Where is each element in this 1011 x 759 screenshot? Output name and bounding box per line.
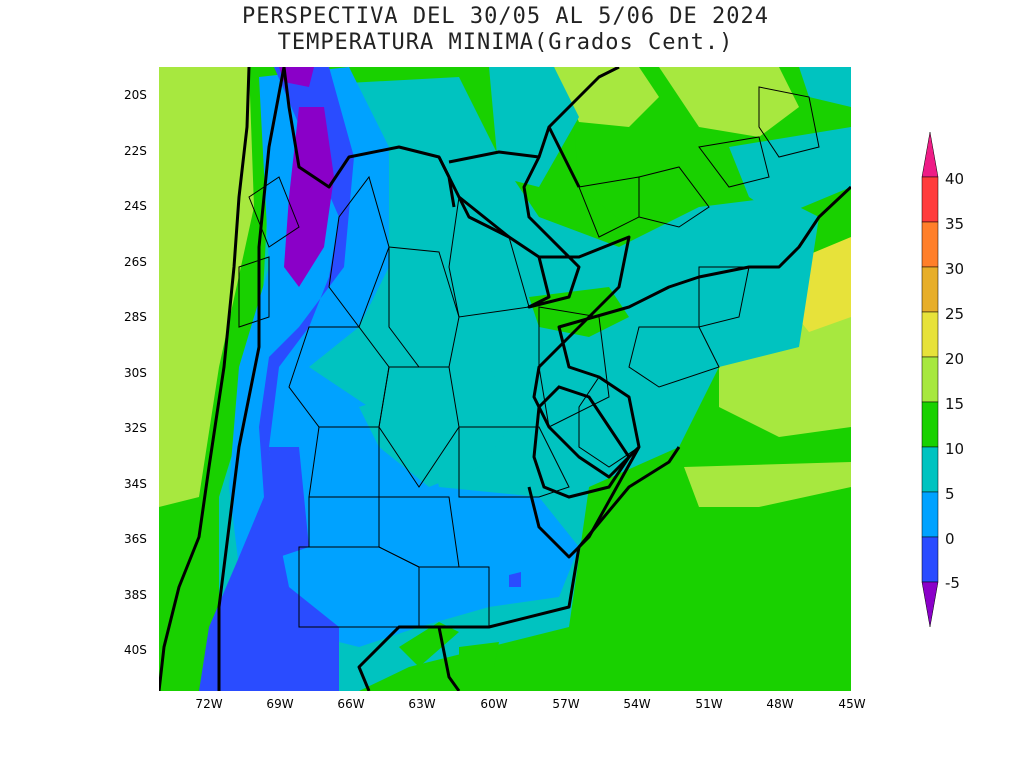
colorbar-label: 15 <box>945 395 965 413</box>
lat-label: 24S <box>124 199 147 213</box>
colorbar-segment <box>921 536 939 583</box>
colorbar-label: 35 <box>945 215 965 233</box>
colorbar-bottom-arrow <box>921 581 939 628</box>
colorbar-label: 40 <box>945 170 965 188</box>
lon-label: 45W <box>838 697 866 711</box>
lat-label: 36S <box>124 532 147 546</box>
chart-title: PERSPECTIVA DEL 30/05 AL 5/06 DE 2024 <box>241 4 770 29</box>
lat-label: 22S <box>124 144 147 158</box>
lon-label: 69W <box>266 697 294 711</box>
lon-label: 66W <box>337 697 365 711</box>
colorbar-label: 20 <box>945 350 965 368</box>
lon-label: 51W <box>695 697 723 711</box>
lon-label: 60W <box>480 697 508 711</box>
lon-label: 57W <box>552 697 580 711</box>
colorbar-top-arrow <box>921 132 939 178</box>
colorbar-label: 5 <box>945 485 955 503</box>
colorbar-label: 0 <box>945 530 955 548</box>
colorbar-label: 10 <box>945 440 965 458</box>
lon-label: 48W <box>766 697 794 711</box>
colorbar-label: 25 <box>945 305 965 323</box>
colorbar-label: 30 <box>945 260 965 278</box>
lon-label: 72W <box>195 697 223 711</box>
lat-label: 34S <box>124 477 147 491</box>
colorbar-segment <box>921 401 939 448</box>
lat-label: 30S <box>124 366 147 380</box>
colorbar-segment <box>921 266 939 313</box>
colorbar <box>921 132 939 628</box>
colorbar-segment <box>921 176 939 223</box>
colorbar-label: -5 <box>945 574 960 592</box>
colorbar-segment <box>921 356 939 403</box>
lon-label: 63W <box>408 697 436 711</box>
colorbar-segment <box>921 221 939 268</box>
lon-label: 54W <box>623 697 651 711</box>
colorbar-segment <box>921 311 939 358</box>
lat-label: 38S <box>124 588 147 602</box>
lat-label: 26S <box>124 255 147 269</box>
temperature-map <box>159 67 851 691</box>
lat-label: 40S <box>124 643 147 657</box>
lat-label: 28S <box>124 310 147 324</box>
colorbar-segment <box>921 491 939 538</box>
lat-label: 20S <box>124 88 147 102</box>
colorbar-segment <box>921 446 939 493</box>
lat-label: 32S <box>124 421 147 435</box>
chart-subtitle: TEMPERATURA MINIMA(Grados Cent.) <box>277 30 734 55</box>
